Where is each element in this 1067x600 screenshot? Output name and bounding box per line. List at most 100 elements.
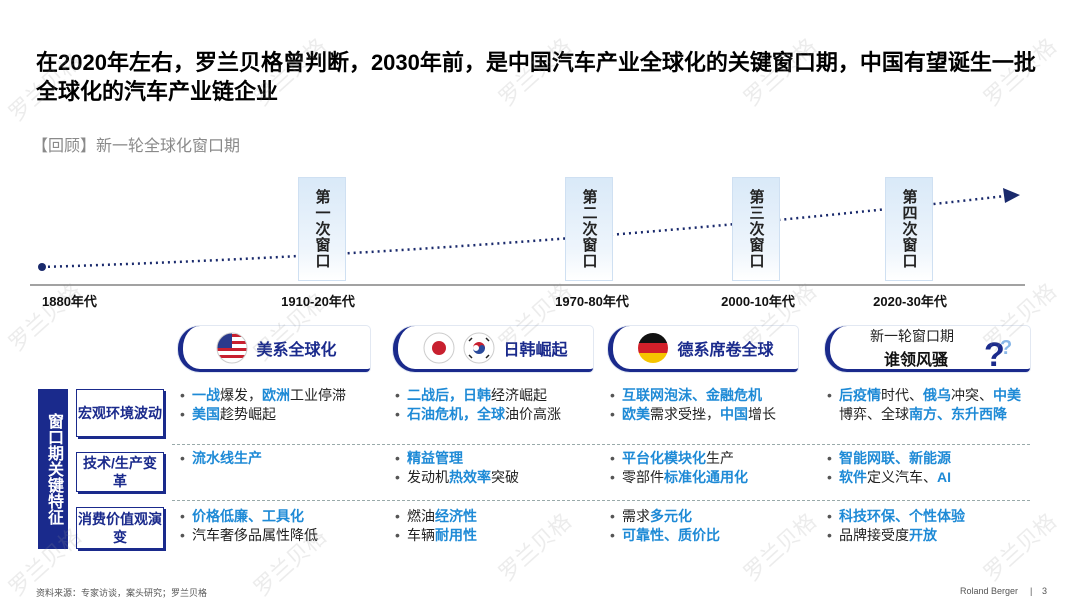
- highlight: 价格低廉、工具化: [192, 508, 304, 524]
- text: 冲突、: [951, 387, 993, 403]
- header-line: 新一轮窗口期: [870, 327, 954, 344]
- us-flag: [216, 332, 248, 363]
- cell: 科技环保、个性体验品牌接受度开放: [825, 507, 1030, 545]
- text: 零部件: [622, 469, 664, 485]
- trend-arrow: [1003, 188, 1020, 203]
- highlight: 二战后，日韩: [407, 387, 491, 403]
- highlight: 欧洲: [262, 387, 290, 403]
- text: 需求: [622, 508, 650, 524]
- bullet: 二战后，日韩经济崛起: [393, 386, 598, 405]
- text: 燃油: [407, 508, 435, 524]
- bullet: 智能网联、新能源: [825, 449, 1030, 468]
- highlight: 智能网联、新能源: [839, 450, 951, 466]
- bullet: 石油危机，全球油价高涨: [393, 405, 598, 424]
- cell: 燃油经济性车辆耐用性: [393, 507, 598, 545]
- highlight: 后疫情: [839, 387, 881, 403]
- bullet: 流水线生产: [178, 449, 383, 468]
- text: 品牌接受度: [839, 527, 909, 543]
- subtitle: 【回顾】新一轮全球化窗口期: [32, 138, 241, 155]
- bullet: 后疫情时代、俄乌冲突、中美博弈、全球南方、东升西降: [825, 386, 1030, 424]
- timeline: [30, 188, 1025, 286]
- text: 时代、: [881, 387, 923, 403]
- brand: Roland Berger: [960, 586, 1019, 596]
- text: 博弈、全球: [839, 406, 909, 422]
- svg-text:?: ?: [1000, 337, 1012, 359]
- svg-text:?: ?: [984, 336, 1005, 372]
- header-pill: 德系席卷全球: [608, 326, 798, 372]
- text: 趁势崛起: [220, 406, 276, 422]
- row-label: 宏观环境波动: [76, 389, 164, 437]
- cell: 精益管理发动机热效率突破: [393, 449, 598, 487]
- text: 突破: [491, 469, 519, 485]
- cell: 需求多元化可靠性、质价比: [608, 507, 818, 545]
- japan-flag: [423, 332, 455, 363]
- text: 经济崛起: [491, 387, 547, 403]
- window-box: 第一次窗口: [298, 177, 346, 281]
- question-icon: ??: [984, 336, 1012, 372]
- header-title: 德系席卷全球: [677, 341, 774, 359]
- text: 定义汽车、: [867, 469, 937, 485]
- bullet: 价格低廉、工具化: [178, 507, 383, 526]
- bullet: 燃油经济性: [393, 507, 598, 526]
- header-pill: 新一轮窗口期 谁领风骚 ??: [825, 326, 1030, 372]
- highlight: 欧美: [622, 406, 650, 422]
- highlight: 耐用性: [435, 527, 477, 543]
- text: 发动机: [407, 469, 449, 485]
- highlight: 热效率: [449, 469, 491, 485]
- bullet: 零部件标准化通用化: [608, 468, 818, 487]
- source: 资料来源：专家访谈，案头研究；罗兰贝格: [36, 588, 208, 598]
- highlight: AI: [937, 469, 951, 485]
- text: 增长: [748, 406, 776, 422]
- bullet: 发动机热效率突破: [393, 468, 598, 487]
- page-number: 3: [1042, 586, 1048, 596]
- bullet: 互联网泡沫、金融危机: [608, 386, 818, 405]
- cell: 一战爆发，欧洲工业停滞美国趁势崛起: [178, 386, 383, 424]
- highlight: 流水线生产: [192, 450, 262, 466]
- cell: 平台化模块化生产零部件标准化通用化: [608, 449, 818, 487]
- window-box: 第二次窗口: [565, 177, 613, 281]
- text: 需求受挫，: [650, 406, 720, 422]
- bullet: 欧美需求受挫，中国增长: [608, 405, 818, 424]
- trend-start: [38, 263, 46, 271]
- cell: 智能网联、新能源软件定义汽车、AI: [825, 449, 1030, 487]
- text: 车辆: [407, 527, 435, 543]
- header-title: 日韩崛起: [503, 341, 568, 359]
- window-box: 第四次窗口: [885, 177, 933, 281]
- header-pill: 日韩崛起: [393, 326, 593, 372]
- bullet: 科技环保、个性体验: [825, 507, 1030, 526]
- text: 爆发，: [220, 387, 262, 403]
- era-label: 1970-80年代: [555, 294, 629, 309]
- highlight: 可靠性、质价比: [622, 527, 720, 543]
- korea-flag: [463, 332, 495, 363]
- text: 汽车奢侈品属性降低: [192, 527, 318, 543]
- highlight: 经济性: [435, 508, 477, 524]
- highlight: 科技环保、个性体验: [839, 508, 965, 524]
- highlight: 中国: [720, 406, 748, 422]
- trend-line: [41, 194, 1006, 269]
- cell: 流水线生产: [178, 449, 383, 468]
- bullet: 美国趁势崛起: [178, 405, 383, 424]
- cell: 二战后，日韩经济崛起石油危机，全球油价高涨: [393, 386, 598, 424]
- bullet: 精益管理: [393, 449, 598, 468]
- highlight: 软件: [839, 469, 867, 485]
- highlight: 互联网泡沫、金融危机: [622, 387, 762, 403]
- bullet: 平台化模块化生产: [608, 449, 818, 468]
- header-title: 美系全球化: [256, 341, 337, 359]
- highlight: 多元化: [650, 508, 692, 524]
- highlight: 南方、东升西降: [909, 406, 1007, 422]
- text: 油价高涨: [505, 406, 561, 422]
- highlight: 精益管理: [407, 450, 463, 466]
- title: 在2020年左右，罗兰贝格曾判断，2030年前，是中国汽车产业全球化的关键窗口期…: [36, 50, 1036, 104]
- row-label: 消费价值观演变: [76, 507, 164, 549]
- cell: 后疫情时代、俄乌冲突、中美博弈、全球南方、东升西降: [825, 386, 1030, 424]
- row-separator: [172, 500, 1030, 501]
- highlight: 美国: [192, 406, 220, 422]
- highlight: 标准化通用化: [664, 469, 748, 485]
- era-label: 2000-10年代: [721, 294, 795, 309]
- bullet: 需求多元化: [608, 507, 818, 526]
- highlight: 中美: [993, 387, 1021, 403]
- highlight: 平台化模块化: [622, 450, 706, 466]
- cell: 价格低廉、工具化汽车奢侈品属性降低: [178, 507, 383, 545]
- era-label: 1910-20年代: [281, 294, 355, 309]
